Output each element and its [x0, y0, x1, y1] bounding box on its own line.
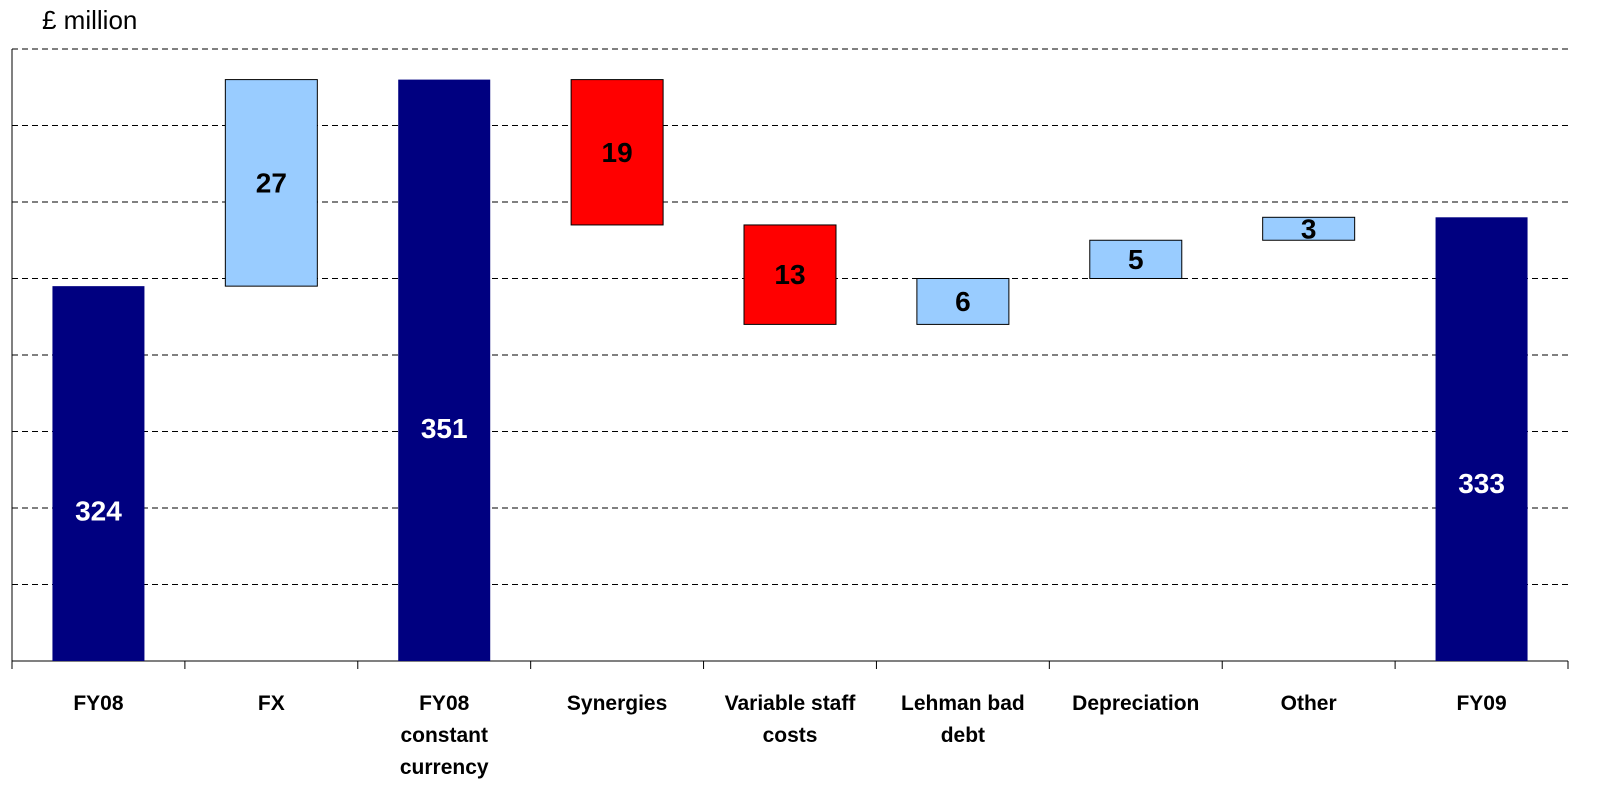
bar [1435, 217, 1528, 662]
x-tick-label: Other [1280, 692, 1337, 715]
x-tick-label: Synergies [566, 692, 668, 715]
chart-title: £ million [42, 5, 137, 35]
x-tick-label: FX [257, 692, 285, 715]
bar [570, 79, 664, 226]
bar [916, 278, 1010, 325]
x-tick-label: Lehman bad debt [901, 692, 1025, 747]
bar [224, 79, 318, 287]
x-tick-label: FY08 [73, 692, 124, 715]
data-label: 324 [75, 496, 122, 527]
bar [52, 286, 145, 661]
bar [1089, 239, 1183, 279]
data-label: 5 [1128, 244, 1144, 275]
x-tick-label: FY09 [1456, 692, 1507, 715]
data-label: 19 [602, 137, 633, 168]
bar [1262, 216, 1356, 241]
x-tick-label: Variable staff costs [724, 692, 856, 747]
data-label: 351 [421, 413, 468, 444]
x-tick-label: Depreciation [1072, 692, 1200, 715]
data-label: 3 [1301, 213, 1317, 244]
bar [743, 224, 837, 325]
data-label: 333 [1458, 468, 1505, 499]
x-tick-label: FY08 constant currency [399, 692, 489, 779]
data-label: 13 [774, 259, 805, 290]
data-label: 6 [955, 286, 971, 317]
bar [398, 79, 491, 662]
data-label: 27 [256, 167, 287, 198]
